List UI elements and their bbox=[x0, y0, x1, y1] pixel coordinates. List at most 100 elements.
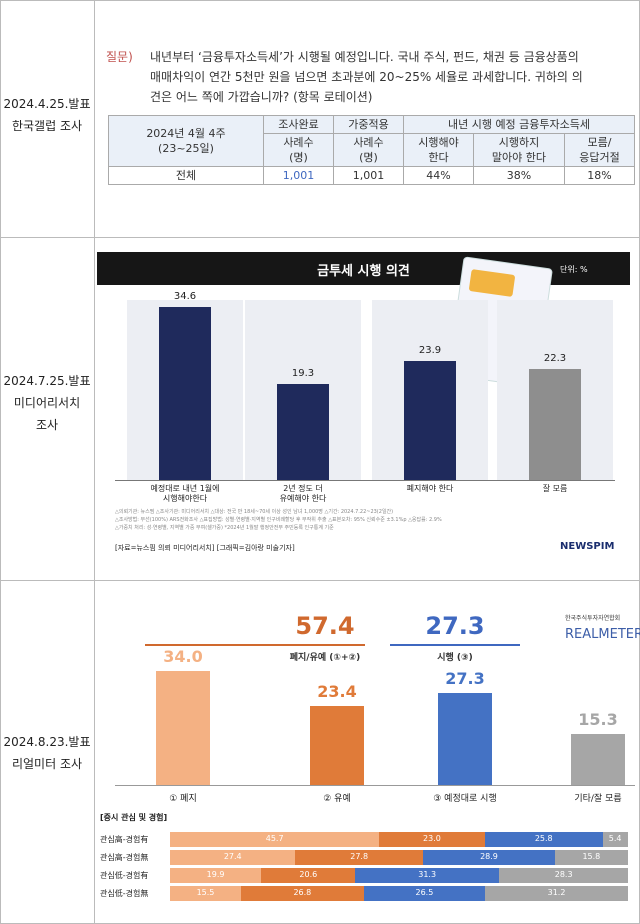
x-tick-label: 폐지해야 한다 bbox=[406, 484, 454, 493]
bar-segment bbox=[295, 850, 423, 865]
bar-segment bbox=[170, 868, 262, 883]
divider bbox=[0, 580, 640, 581]
bar-segment bbox=[485, 886, 628, 901]
bar bbox=[277, 383, 329, 480]
value-label: 45.7 bbox=[265, 834, 284, 843]
value-label: 23.9 bbox=[418, 344, 442, 356]
bar-segment bbox=[170, 832, 380, 847]
bar-segment bbox=[498, 868, 629, 883]
cell: 시행하지 말아야 한다 bbox=[473, 133, 565, 167]
y-tick-label: 관심高-경험無 bbox=[100, 853, 149, 862]
bar bbox=[571, 733, 625, 785]
source-label: 2024.8.23.발표 bbox=[3, 735, 91, 749]
y-tick-label: 관심低-경험無 bbox=[100, 889, 149, 898]
annotation-label: 폐지/유예 (①+②) bbox=[289, 653, 361, 663]
bar bbox=[404, 360, 456, 480]
bar-segment bbox=[240, 886, 364, 901]
question: 내년부터 ‘금융투자소득세’가 시행될 예정입니다. 국내 주식, 펀드, 채권… bbox=[150, 50, 583, 104]
x-tick-label: 예정대로 내년 1월에 시행해야한다 bbox=[150, 484, 220, 503]
cell: 내년 시행 예정 금융투자소득세 bbox=[403, 115, 635, 134]
source-label: 2024.4.25.발표 bbox=[3, 97, 91, 111]
unit: 단위: % bbox=[560, 265, 588, 274]
value-label: 15.3 bbox=[578, 709, 618, 729]
source-label: 2024.7.25.발표 bbox=[3, 374, 91, 388]
x-tick-label: 2년 정도 더 유예해야 한다 bbox=[279, 484, 327, 503]
cell: 전체 bbox=[108, 166, 264, 185]
annotation-line bbox=[390, 644, 520, 646]
annotation-value: 57.4 bbox=[295, 612, 355, 640]
bar-segment bbox=[602, 832, 628, 847]
value-label: 26.8 bbox=[293, 888, 312, 897]
bar-segment bbox=[555, 850, 628, 865]
bar-segment bbox=[484, 832, 603, 847]
cell: 44% bbox=[403, 166, 474, 185]
value-label: 28.3 bbox=[554, 870, 573, 879]
source-label: 조사 bbox=[35, 418, 59, 432]
y-tick-label: 관심高-경험有 bbox=[100, 835, 149, 844]
cell: 모름/ 응답거절 bbox=[563, 133, 636, 167]
x-tick-label: ② 유예 bbox=[323, 794, 351, 804]
source-label: 한국갤럽 조사 bbox=[11, 119, 83, 133]
bar bbox=[529, 368, 581, 480]
cell: 1,001 bbox=[263, 166, 334, 185]
value-label: 27.8 bbox=[350, 852, 369, 861]
value-label: 31.3 bbox=[418, 870, 437, 879]
y-tick-label: 관심低-경험有 bbox=[100, 871, 149, 880]
bar-segment bbox=[379, 832, 485, 847]
value-label: 19.9 bbox=[206, 870, 225, 879]
source: [자료=뉴스핌 의뢰 미디어리서치] [그래픽=김아랑 미술기자] bbox=[115, 544, 295, 552]
value-label: 25.8 bbox=[534, 834, 553, 843]
value-label: 15.8 bbox=[582, 852, 601, 861]
value-label: 31.2 bbox=[547, 888, 566, 897]
bar-segment bbox=[170, 850, 296, 865]
divider bbox=[0, 237, 640, 238]
logo: 한국주식투자자연합회 bbox=[565, 615, 621, 622]
value-label: 26.5 bbox=[415, 888, 434, 897]
cell: 가중적용 bbox=[333, 115, 404, 134]
axis-line bbox=[115, 480, 615, 481]
bar bbox=[159, 307, 211, 480]
cell: 사례수 (명) bbox=[263, 133, 334, 167]
value-label: 15.5 bbox=[196, 888, 215, 897]
cell: 1,001 bbox=[333, 166, 404, 185]
value-label: 27.3 bbox=[445, 669, 485, 689]
cell: 18% bbox=[563, 166, 636, 185]
annotation-value: 27.3 bbox=[425, 612, 485, 640]
bar bbox=[156, 670, 210, 785]
bar bbox=[310, 706, 364, 785]
logo: REALMETER bbox=[565, 627, 640, 642]
cell: 시행해야 한다 bbox=[403, 133, 474, 167]
bar-segment bbox=[170, 886, 241, 901]
value-label: 28.9 bbox=[480, 852, 498, 861]
cell: 사례수 (명) bbox=[333, 133, 404, 167]
value-label: 27.4 bbox=[223, 852, 242, 861]
bar-segment bbox=[261, 868, 356, 883]
question-label: 질문) bbox=[106, 50, 133, 64]
bar bbox=[438, 693, 492, 785]
value-label: 22.3 bbox=[543, 352, 567, 364]
chart-title: [증시 관심 및 경험] bbox=[100, 813, 168, 822]
bar-segment bbox=[422, 850, 556, 865]
x-tick-label: 기타/잘 모름 bbox=[574, 794, 622, 804]
cell: 38% bbox=[473, 166, 565, 185]
footnotes: △의뢰기관: 뉴스핌 △조사기관: 미디어리서치 △대상: 전국 만 18세~7… bbox=[115, 509, 442, 531]
value-label: 20.6 bbox=[299, 870, 318, 879]
bar-segment bbox=[355, 868, 499, 883]
value-label: 19.3 bbox=[291, 367, 315, 379]
cell: 조사완료 bbox=[263, 115, 334, 134]
x-tick-label: 잘 모름 bbox=[542, 484, 568, 493]
cell: 2024년 4월 4주 (23~25일) bbox=[108, 115, 264, 167]
annotation-label: 시행 (③) bbox=[437, 653, 473, 663]
chart-title: 금투세 시행 의견 bbox=[317, 264, 410, 279]
source-label: 미디어리서치 bbox=[13, 396, 81, 410]
value-label: 34.6 bbox=[173, 291, 197, 302]
x-tick-label: ③ 예정대로 시행 bbox=[433, 794, 497, 804]
value-label: 23.0 bbox=[423, 834, 441, 843]
x-tick-label: ① 폐지 bbox=[169, 794, 197, 804]
annotation-line bbox=[145, 644, 365, 646]
divider bbox=[94, 0, 95, 924]
bar-segment bbox=[363, 886, 486, 901]
source-label: 리얼미터 조사 bbox=[11, 757, 83, 771]
survey-table: 2024년 4월 4주 (23~25일) 조사완료 가중적용 내년 시행 예정 금융투… bbox=[108, 115, 636, 185]
